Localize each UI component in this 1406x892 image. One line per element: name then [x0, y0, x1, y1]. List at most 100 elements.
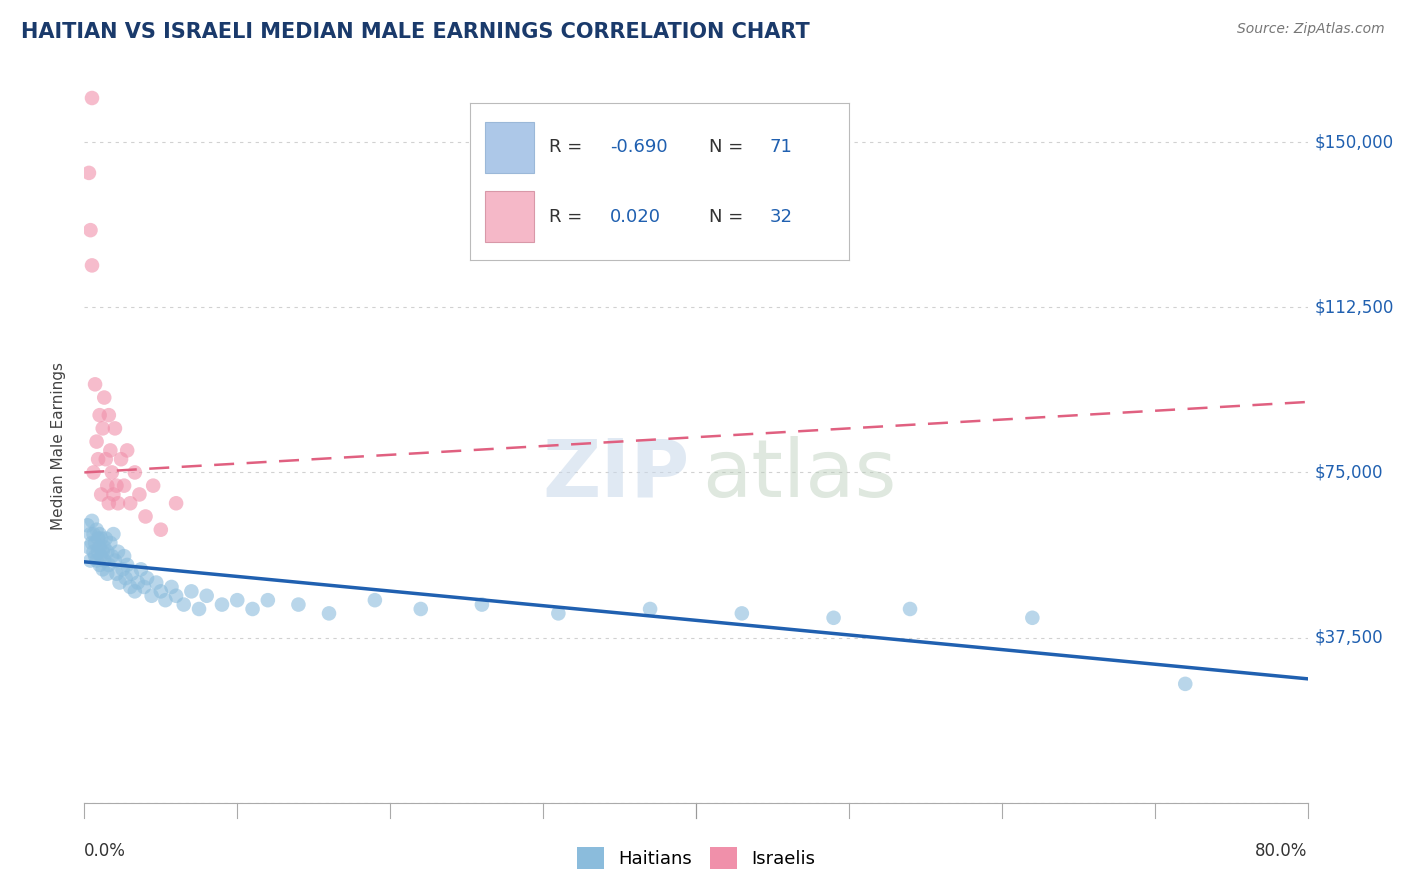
- Point: [84, 549, 107, 563]
- Text: $75,000: $75,000: [1315, 464, 1384, 482]
- Point: [101, 549, 124, 563]
- Point: [79, 527, 101, 541]
- Point: [98, 443, 121, 458]
- Point: [97, 496, 120, 510]
- Point: [91, 562, 114, 576]
- Point: [188, 602, 211, 616]
- Point: [105, 566, 128, 581]
- Point: [104, 553, 127, 567]
- Point: [93, 553, 115, 567]
- Point: [89, 408, 111, 422]
- Point: [107, 496, 129, 510]
- Point: [149, 523, 172, 537]
- Point: [80, 514, 103, 528]
- Point: [226, 593, 249, 607]
- Point: [90, 532, 112, 546]
- Point: [84, 536, 107, 550]
- Point: [90, 487, 112, 501]
- Y-axis label: Median Male Earnings: Median Male Earnings: [51, 362, 66, 530]
- Point: [287, 598, 309, 612]
- Point: [97, 558, 120, 572]
- Point: [898, 602, 921, 616]
- Text: 0.0%: 0.0%: [84, 842, 127, 860]
- Text: Source: ZipAtlas.com: Source: ZipAtlas.com: [1237, 22, 1385, 37]
- Point: [93, 541, 115, 555]
- Point: [89, 527, 111, 541]
- Point: [823, 611, 845, 625]
- Point: [142, 478, 165, 492]
- Point: [91, 421, 114, 435]
- Point: [111, 562, 134, 576]
- Point: [96, 566, 118, 581]
- Point: [98, 536, 121, 550]
- Point: [87, 532, 110, 546]
- Point: [364, 593, 387, 607]
- Point: [79, 223, 101, 237]
- Point: [90, 549, 112, 563]
- Point: [115, 443, 138, 458]
- Point: [132, 580, 155, 594]
- Point: [242, 602, 264, 616]
- Point: [180, 584, 202, 599]
- Point: [105, 478, 128, 492]
- Point: [120, 580, 142, 594]
- Point: [128, 487, 150, 501]
- Text: atlas: atlas: [702, 435, 897, 514]
- Point: [124, 584, 146, 599]
- Point: [127, 575, 149, 590]
- Point: [547, 607, 569, 621]
- Point: [149, 584, 172, 599]
- Point: [84, 377, 107, 392]
- Point: [471, 598, 494, 612]
- Point: [112, 478, 135, 492]
- Point: [195, 589, 218, 603]
- Point: [115, 558, 138, 572]
- Point: [145, 575, 167, 590]
- Point: [86, 434, 108, 449]
- Point: [114, 571, 136, 585]
- Point: [103, 487, 125, 501]
- Text: $150,000: $150,000: [1315, 133, 1393, 151]
- Point: [80, 91, 103, 105]
- Point: [112, 549, 135, 563]
- Point: [211, 598, 233, 612]
- Point: [155, 593, 177, 607]
- Point: [141, 589, 163, 603]
- Point: [86, 523, 108, 537]
- Point: [257, 593, 280, 607]
- Point: [94, 452, 117, 467]
- Point: [83, 527, 105, 541]
- Point: [87, 545, 110, 559]
- Point: [110, 452, 132, 467]
- Text: ZIP: ZIP: [543, 435, 690, 514]
- Point: [173, 598, 195, 612]
- Point: [409, 602, 432, 616]
- Point: [77, 166, 100, 180]
- Point: [80, 259, 103, 273]
- Point: [103, 527, 125, 541]
- Point: [83, 466, 105, 480]
- Point: [124, 466, 146, 480]
- Text: 80.0%: 80.0%: [1256, 842, 1308, 860]
- Point: [104, 421, 127, 435]
- Point: [160, 580, 183, 594]
- Point: [91, 545, 114, 559]
- Point: [107, 545, 129, 559]
- Point: [129, 562, 152, 576]
- Point: [76, 518, 98, 533]
- Point: [638, 602, 661, 616]
- Point: [79, 553, 101, 567]
- Point: [94, 532, 117, 546]
- Point: [165, 496, 187, 510]
- Legend: Haitians, Israelis: Haitians, Israelis: [569, 839, 823, 876]
- Text: $112,500: $112,500: [1315, 298, 1393, 317]
- Point: [1174, 677, 1197, 691]
- Point: [89, 541, 111, 555]
- Point: [86, 553, 108, 567]
- Point: [87, 452, 110, 467]
- Point: [108, 575, 131, 590]
- Point: [136, 571, 159, 585]
- Point: [101, 466, 124, 480]
- Point: [135, 509, 157, 524]
- Point: [165, 589, 187, 603]
